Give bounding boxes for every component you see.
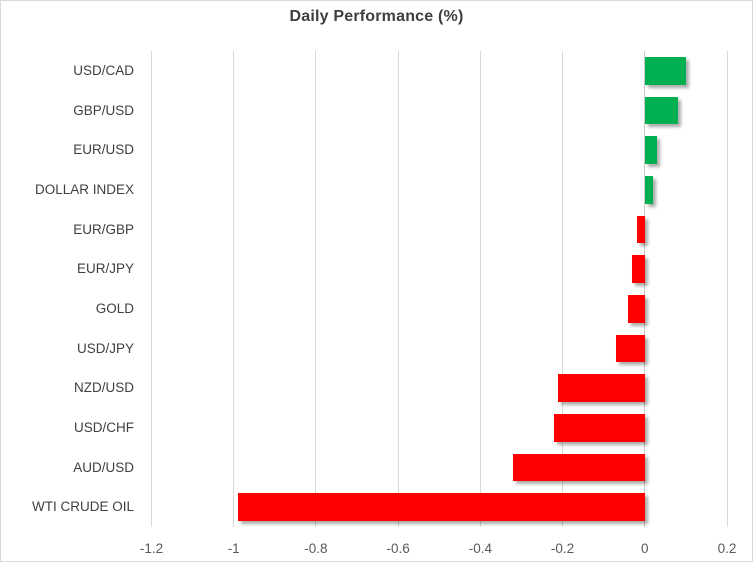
gridline--0.8 [315,51,317,527]
bar-usd-chf [554,414,645,442]
category-label-usd-cad: USD/CAD [73,63,134,78]
x-tick-label--0.4: -0.4 [468,541,492,556]
bar-gbp-usd [644,96,678,125]
bar-eur-jpy [632,255,645,283]
category-label-eur-usd: EUR/USD [73,142,134,158]
category-label-gbp-usd: GBP/USD [73,102,134,118]
x-tick-label--0.6: -0.6 [386,541,410,556]
category-label-aud-usd: AUD/USD [73,459,134,475]
zero-axis-line [644,51,646,527]
bar-nzd-usd [558,374,645,402]
category-label-usd-chf: USD/CHF [74,420,134,435]
gridline--1.2 [151,51,152,527]
category-label-eur-gbp: EUR/GBP [73,221,134,237]
gridline--1 [233,51,235,527]
category-label-gold: GOLD [95,301,134,316]
gridline-0.2 [726,51,728,527]
bar-usd-cad [644,57,686,85]
x-tick-label--1.2: -1.2 [139,541,164,556]
gridline--0.2 [562,51,564,527]
bar-eur-gbp [636,215,645,244]
x-tick-label--0.2: -0.2 [550,541,575,556]
gridline--0.6 [397,51,399,527]
x-tick-label--0.8: -0.8 [304,541,328,556]
gridline--0.4 [479,51,481,527]
category-label-dollar-index: DOLLAR INDEX [34,182,134,197]
bar-dollar-index [644,176,653,204]
x-tick-label--1: -1 [227,541,240,556]
x-tick-label-0: 0 [641,541,649,556]
category-label-usd-jpy: USD/JPY [76,340,134,356]
bar-eur-usd [644,136,658,164]
bar-wti-crude-oil [237,493,645,521]
chart-title: Daily Performance (%) [289,8,464,25]
bar-gold [628,295,645,323]
category-label-eur-jpy: EUR/JPY [76,261,134,277]
x-tick-label-0.2: 0.2 [717,541,737,556]
category-label-nzd-usd: NZD/USD [74,380,134,396]
bar-usd-jpy [616,334,645,363]
bar-aud-usd [513,453,645,482]
category-label-wti-crude-oil: WTI CRUDE OIL [31,499,134,515]
